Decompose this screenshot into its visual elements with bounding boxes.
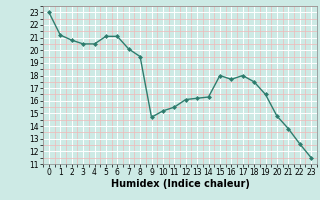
X-axis label: Humidex (Indice chaleur): Humidex (Indice chaleur): [111, 179, 249, 189]
